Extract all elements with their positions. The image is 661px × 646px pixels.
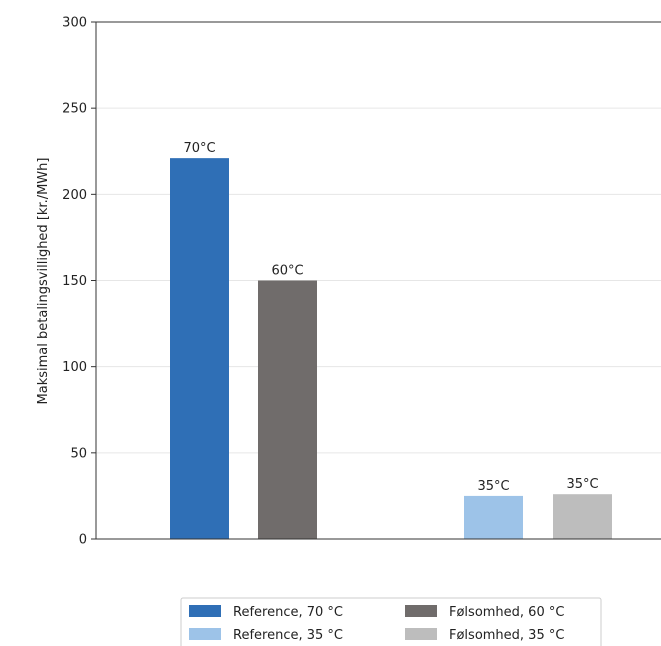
legend-label: Reference, 35 °C [233, 628, 343, 643]
bar-label: 35°C [477, 479, 509, 494]
legend-swatch [405, 628, 437, 640]
y-axis-label: Maksimal betalingsvillighed [kr./MWh] [36, 158, 51, 405]
y-tick-label: 150 [62, 274, 87, 289]
y-tick-label: 100 [62, 360, 87, 375]
legend-label: Følsomhed, 35 °C [449, 628, 564, 643]
legend-box [180, 597, 602, 646]
bar-label: 60°C [271, 264, 303, 279]
legend-label: Reference, 70 °C [233, 605, 343, 620]
y-tick-label: 250 [62, 102, 87, 117]
bar [258, 280, 317, 539]
bars-group: 70°C 60°C 35°C 35°C [170, 141, 612, 540]
y-ticks: 0 50 100 150 200 250 300 [62, 16, 96, 548]
legend: Reference, 70 °C Følsomhed, 60 °C Referenc… [180, 597, 602, 646]
bar [553, 494, 612, 539]
bar-label: 35°C [566, 477, 598, 492]
legend-swatch [189, 605, 221, 617]
bar-label: 70°C [183, 141, 215, 156]
bar [170, 158, 229, 540]
y-tick-label: 0 [79, 533, 87, 548]
y-tick-label: 50 [70, 446, 87, 461]
legend-label: Følsomhed, 60 °C [449, 605, 564, 620]
legend-swatch [189, 628, 221, 640]
y-tick-label: 300 [62, 16, 87, 31]
y-tick-label: 200 [62, 188, 87, 203]
legend-swatch [405, 605, 437, 617]
bar [464, 495, 523, 539]
